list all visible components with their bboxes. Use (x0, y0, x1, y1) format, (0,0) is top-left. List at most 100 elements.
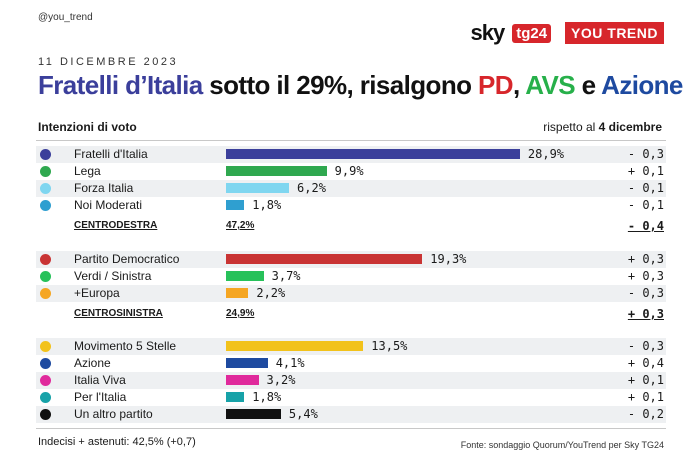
coalition-delta: - 0,4 (627, 219, 664, 233)
party-delta: - 0,1 (627, 198, 664, 212)
subheader-compare-date: 4 dicembre (598, 120, 662, 134)
party-value-label: 3,7% (271, 269, 301, 283)
title-text-3: e (574, 70, 602, 100)
party-name: Lega (74, 164, 101, 178)
party-name: Noi Moderati (74, 198, 143, 212)
party-bar (226, 392, 245, 402)
party-row: Forza Italia 6,2% - 0,1 (36, 180, 666, 197)
party-delta: + 0,4 (627, 356, 664, 370)
party-name: Partito Democratico (74, 252, 180, 266)
coalition-row: CENTRODESTRA 47,2% - 0,4 (36, 218, 666, 235)
party-name: +Europa (74, 286, 120, 300)
party-name: Un altro partito (74, 407, 153, 421)
party-bar (226, 358, 268, 368)
coalition-name: CENTROSINISTRA (74, 308, 163, 319)
party-row: Azione 4,1% + 0,4 (36, 355, 666, 372)
party-name: Azione (74, 356, 111, 370)
party-delta: - 0,2 (627, 407, 664, 421)
party-bar (226, 341, 364, 351)
party-row: Noi Moderati 1,8% - 0,1 (36, 197, 666, 214)
party-logo-icon (40, 183, 51, 194)
party-delta: + 0,1 (627, 373, 664, 387)
party-logo-icon (40, 149, 51, 160)
party-delta: + 0,1 (627, 164, 664, 178)
party-logo-icon (40, 271, 51, 282)
subheader-compare-prefix: rispetto al (543, 120, 599, 134)
page-title: Fratelli d’Italia sotto il 29%, risalgon… (38, 70, 683, 101)
party-delta: + 0,3 (627, 269, 664, 283)
subheader-label: Intenzioni di voto (38, 120, 137, 134)
title-fdi: Fratelli d’Italia (38, 70, 203, 100)
party-delta: + 0,3 (627, 252, 664, 266)
party-delta: - 0,1 (627, 181, 664, 195)
party-logo-icon (40, 166, 51, 177)
party-bar (226, 166, 327, 176)
coalition-total: 24,9% (226, 308, 255, 319)
date: 11 DICEMBRE 2023 (38, 56, 179, 68)
party-row: Lega 9,9% + 0,1 (36, 163, 666, 180)
party-logo-icon (40, 409, 51, 420)
party-row: Italia Viva 3,2% + 0,1 (36, 372, 666, 389)
party-value-label: 6,2% (297, 181, 326, 195)
party-value-label: 1,8% (252, 390, 282, 404)
handle: @you_trend (38, 12, 93, 23)
party-row: Per l'Italia 1,8% + 0,1 (36, 389, 666, 406)
tg24-logo: tg24 (512, 23, 552, 43)
party-bar (226, 254, 423, 264)
party-value-label: 2,2% (256, 286, 286, 300)
party-delta: - 0,3 (627, 147, 664, 161)
party-delta: + 0,1 (627, 390, 664, 404)
undecided-note: Indecisi + astenuti: 42,5% (+0,7) (38, 436, 196, 448)
party-logo-icon (40, 200, 51, 211)
title-pd: PD (478, 70, 514, 100)
title-text-1: sotto il 29%, risalgono (202, 70, 479, 100)
party-row: +Europa 2,2% - 0,3 (36, 285, 666, 302)
party-name: Verdi / Sinistra (74, 269, 152, 283)
party-name: Forza Italia (74, 181, 134, 195)
party-value-label: 9,9% (334, 164, 364, 178)
party-value-label: 1,8% (252, 198, 282, 212)
party-row: Fratelli d'Italia 28,9% - 0,3 (36, 146, 666, 163)
party-row: Un altro partito 5,4% - 0,2 (36, 406, 666, 423)
party-bar (226, 271, 264, 281)
party-bar (226, 409, 281, 419)
party-bar (226, 149, 520, 159)
party-value-label: 13,5% (371, 339, 408, 353)
party-name: Fratelli d'Italia (74, 147, 148, 161)
party-delta: - 0,3 (627, 339, 664, 353)
party-value-label: 19,3% (430, 252, 467, 266)
party-logo-icon (40, 341, 51, 352)
coalition-name: CENTRODESTRA (74, 220, 158, 231)
coalition-delta: + 0,3 (627, 307, 664, 321)
divider-top (36, 140, 666, 141)
party-bar (226, 183, 290, 193)
party-name: Movimento 5 Stelle (74, 339, 177, 353)
sky-logo: sky (470, 20, 505, 45)
title-azione: Azione (601, 70, 683, 100)
party-row: Partito Democratico 19,3% + 0,3 (36, 251, 666, 268)
party-logo-icon (40, 288, 51, 299)
party-value-label: 4,1% (275, 356, 305, 370)
party-name: Per l'Italia (74, 390, 127, 404)
party-bar (226, 288, 249, 298)
party-name: Italia Viva (74, 373, 126, 387)
party-row: Movimento 5 Stelle 13,5% - 0,3 (36, 338, 666, 355)
party-logo-icon (40, 254, 51, 265)
party-bar (226, 375, 259, 385)
party-value-label: 5,4% (288, 407, 318, 421)
title-avs: AVS (525, 70, 575, 100)
logos: sky tg24 YOU TREND (470, 20, 664, 46)
party-value-label: 3,2% (266, 373, 296, 387)
coalition-total: 47,2% (226, 220, 255, 231)
youtrend-logo: YOU TREND (565, 22, 664, 44)
party-row: Verdi / Sinistra 3,7% + 0,3 (36, 268, 666, 285)
source-note: Fonte: sondaggio Quorum/YouTrend per Sky… (460, 440, 664, 450)
coalition-row: CENTROSINISTRA 24,9% + 0,3 (36, 306, 666, 323)
divider-bottom (36, 428, 666, 429)
party-logo-icon (40, 375, 51, 386)
party-delta: - 0,3 (627, 286, 664, 300)
party-logo-icon (40, 358, 51, 369)
party-bar (226, 200, 245, 210)
subheader-compare: rispetto al 4 dicembre (543, 120, 662, 134)
title-text-2: , (512, 70, 526, 100)
